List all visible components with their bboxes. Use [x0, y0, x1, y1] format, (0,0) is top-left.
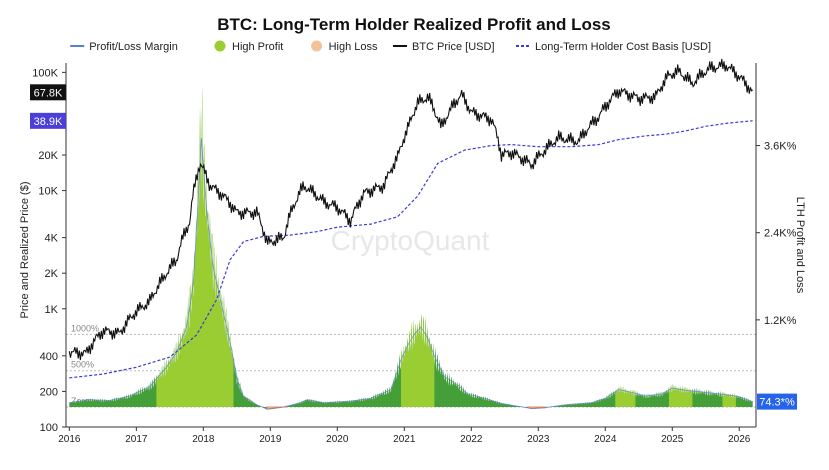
current-value-badge [757, 393, 797, 410]
x-tick-label: 2022 [460, 434, 483, 445]
y-right-axis-label: LTH Profit and Loss [794, 197, 806, 294]
current-value-badge [30, 112, 66, 129]
legend-label: High Profit [232, 41, 283, 53]
legend: Profit/Loss Margin High Profit High Loss BT… [70, 40, 711, 53]
y-left-tick-label: 2K [45, 268, 59, 280]
y-left-tick-label: 10K [38, 186, 58, 198]
margin-area [69, 85, 753, 410]
current-value-badge-label: 38.9K [34, 116, 63, 128]
lines [68, 58, 754, 379]
y-left-tick-label: 100K [32, 67, 58, 79]
badges: 67.8K 38.9K 74.3*% [30, 84, 797, 410]
x-tick-label: 2025 [661, 434, 684, 445]
legend-item: High Profit [214, 40, 283, 53]
x-tick-label: 2016 [58, 434, 81, 445]
x-tick-label: 2021 [393, 434, 416, 445]
reference-line-label: 1000% [71, 323, 99, 333]
legend-item: Long-Term Holder Cost Basis [USD] [516, 41, 711, 53]
y-left-tick-label: 4K [45, 233, 59, 245]
y-left-tick-label: 200 [40, 386, 58, 398]
legend-label: Long-Term Holder Cost Basis [USD] [535, 41, 711, 53]
legend-item: Profit/Loss Margin [70, 41, 178, 53]
y-right-tick-label: 1.2K% [764, 315, 797, 327]
lth-cost-basis-line [69, 120, 753, 379]
legend-item: High Loss [311, 40, 378, 53]
legend-label: BTC Price [USD] [412, 41, 495, 53]
y-left-tick-label: 400 [40, 351, 58, 363]
reference-line-label: 500% [71, 360, 94, 370]
high-profit-area [615, 386, 636, 407]
current-value-badge-label: 67.8K [34, 87, 63, 99]
high-profit-area [401, 313, 435, 407]
y-left-axis-label: Price and Realized Price ($) [19, 182, 31, 319]
legend-swatch [311, 40, 323, 52]
legend-label: Profit/Loss Margin [89, 41, 178, 53]
legend-swatch [214, 40, 226, 52]
axes: 2016 2017 2018 2019 2020 2021 2022 2023 2024 2025… [32, 63, 797, 445]
legend-item: BTC Price [USD] [393, 41, 495, 53]
profit-loss-margin-line [69, 138, 753, 410]
y-right-tick-label: 2.4K% [764, 228, 797, 240]
x-tick-label: 2019 [259, 434, 282, 445]
x-tick-label: 2020 [326, 434, 349, 445]
x-tick-label: 2018 [192, 434, 215, 445]
btc-price-line [68, 58, 754, 361]
current-value-badge-label: 74.3*% [759, 397, 795, 409]
y-left-tick-label: 1K [45, 304, 59, 316]
x-tick-label: 2024 [594, 434, 617, 445]
watermark: CryptoQuant [331, 225, 490, 256]
current-value-badge [30, 84, 66, 101]
x-tick-label: 2017 [125, 434, 148, 445]
x-tick-label: 2023 [527, 434, 550, 445]
y-right-tick-label: 3.6K% [764, 141, 797, 153]
legend-label: High Loss [329, 41, 378, 53]
high-profit-area [668, 383, 693, 407]
y-left-tick-label: 100 [40, 422, 58, 434]
y-left-tick-label: 20K [38, 150, 58, 162]
high-profit-area [156, 85, 234, 407]
chart-title: BTC: Long-Term Holder Realized Profit an… [217, 15, 611, 34]
x-tick-label: 2026 [728, 434, 751, 445]
